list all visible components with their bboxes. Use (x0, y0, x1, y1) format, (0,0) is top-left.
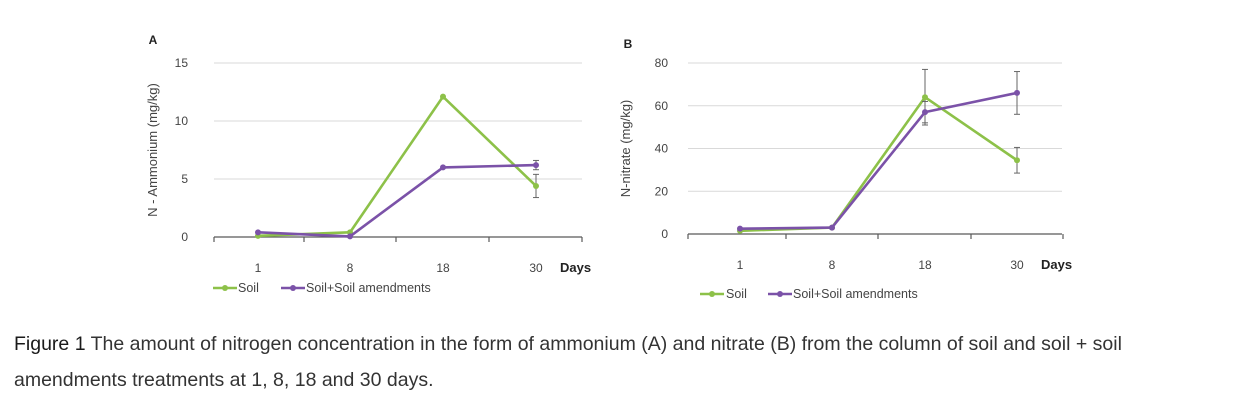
x-tick-label: 8 (829, 258, 836, 272)
figure-caption: Figure 1 The amount of nitrogen concentr… (14, 326, 1229, 398)
panel-label: B (624, 37, 633, 51)
y-tick-label: 0 (661, 227, 668, 241)
data-point (440, 164, 446, 171)
y-tick-label: 0 (181, 230, 188, 244)
y-tick-label: 40 (655, 142, 669, 156)
data-point (922, 109, 928, 116)
data-point (922, 94, 928, 101)
legend-entry: Soil+Soil amendments (768, 287, 918, 301)
legend-entry: Soil+Soil amendments (281, 281, 431, 295)
legend-entry: Soil (700, 287, 747, 301)
series-soil-amendments (737, 71, 1020, 232)
caption-text: The amount of nitrogen concentration in … (14, 333, 1122, 391)
panel-label: A (149, 33, 158, 47)
legend-swatch-marker (777, 291, 783, 297)
data-point (255, 229, 261, 236)
legend-label: Soil+Soil amendments (306, 281, 431, 295)
data-point (1014, 89, 1020, 96)
data-point (829, 224, 835, 231)
series-line (739, 95, 1018, 233)
legend-swatch-marker (290, 285, 296, 291)
legend-label: Soil+Soil amendments (793, 287, 918, 301)
y-tick-label: 60 (655, 99, 669, 113)
y-axis-label: N-nitrate (mg/kg) (618, 100, 633, 198)
data-point (1014, 157, 1020, 164)
x-tick-label: 8 (347, 261, 354, 275)
legend-label: Soil (726, 287, 747, 301)
series-soil (737, 68, 1020, 234)
legend-label: Soil (238, 281, 259, 295)
y-axis-label: N - Ammonium (mg/kg) (145, 83, 160, 217)
x-tick-label: 30 (1010, 258, 1024, 272)
figure-label: Figure 1 (14, 333, 86, 355)
data-point (737, 225, 743, 232)
x-axis-label: Days (560, 260, 591, 275)
y-tick-label: 10 (175, 114, 189, 128)
x-tick-label: 18 (918, 258, 932, 272)
legend-entry: Soil (213, 281, 259, 295)
data-point (347, 233, 353, 240)
x-axis-label: Days (1041, 257, 1072, 272)
data-point (440, 93, 446, 100)
x-tick-label: 30 (529, 261, 543, 275)
y-tick-label: 20 (655, 184, 669, 198)
x-tick-label: 1 (255, 261, 262, 275)
x-tick-label: 18 (436, 261, 450, 275)
data-point (533, 162, 539, 169)
y-tick-label: 5 (181, 172, 188, 186)
series-line (739, 91, 1018, 230)
x-tick-label: 1 (737, 258, 744, 272)
y-tick-label: 15 (175, 56, 189, 70)
series-line (257, 163, 537, 238)
legend-swatch-marker (222, 285, 228, 291)
legend-swatch-marker (709, 291, 715, 297)
y-tick-label: 80 (655, 56, 669, 70)
data-point (533, 182, 539, 189)
series-soil-amendments (255, 159, 539, 240)
